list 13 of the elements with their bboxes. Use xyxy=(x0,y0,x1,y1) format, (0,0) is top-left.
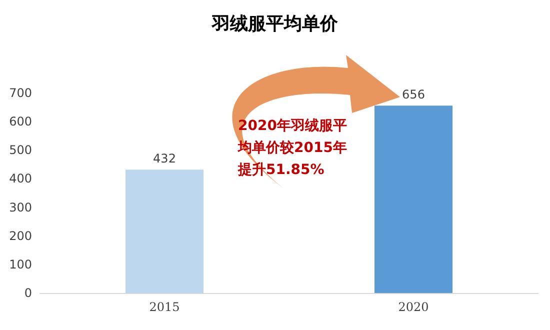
data-label: 432 xyxy=(153,152,176,166)
chart-title: 羽绒服平均单价 xyxy=(211,14,339,34)
y-tick-label: 500 xyxy=(9,143,32,158)
y-tick-label: 400 xyxy=(9,172,32,186)
y-tick-label: 700 xyxy=(9,86,32,100)
y-tick-label: 300 xyxy=(9,200,32,214)
y-tick-label: 0 xyxy=(24,286,32,300)
y-tick-label: 100 xyxy=(9,257,32,272)
x-tick-label: 2015 xyxy=(149,300,180,314)
y-tick-label: 600 xyxy=(9,114,32,129)
data-label: 656 xyxy=(402,88,425,102)
x-tick-label: 2020 xyxy=(398,300,429,314)
y-tick-label: 200 xyxy=(9,228,32,243)
